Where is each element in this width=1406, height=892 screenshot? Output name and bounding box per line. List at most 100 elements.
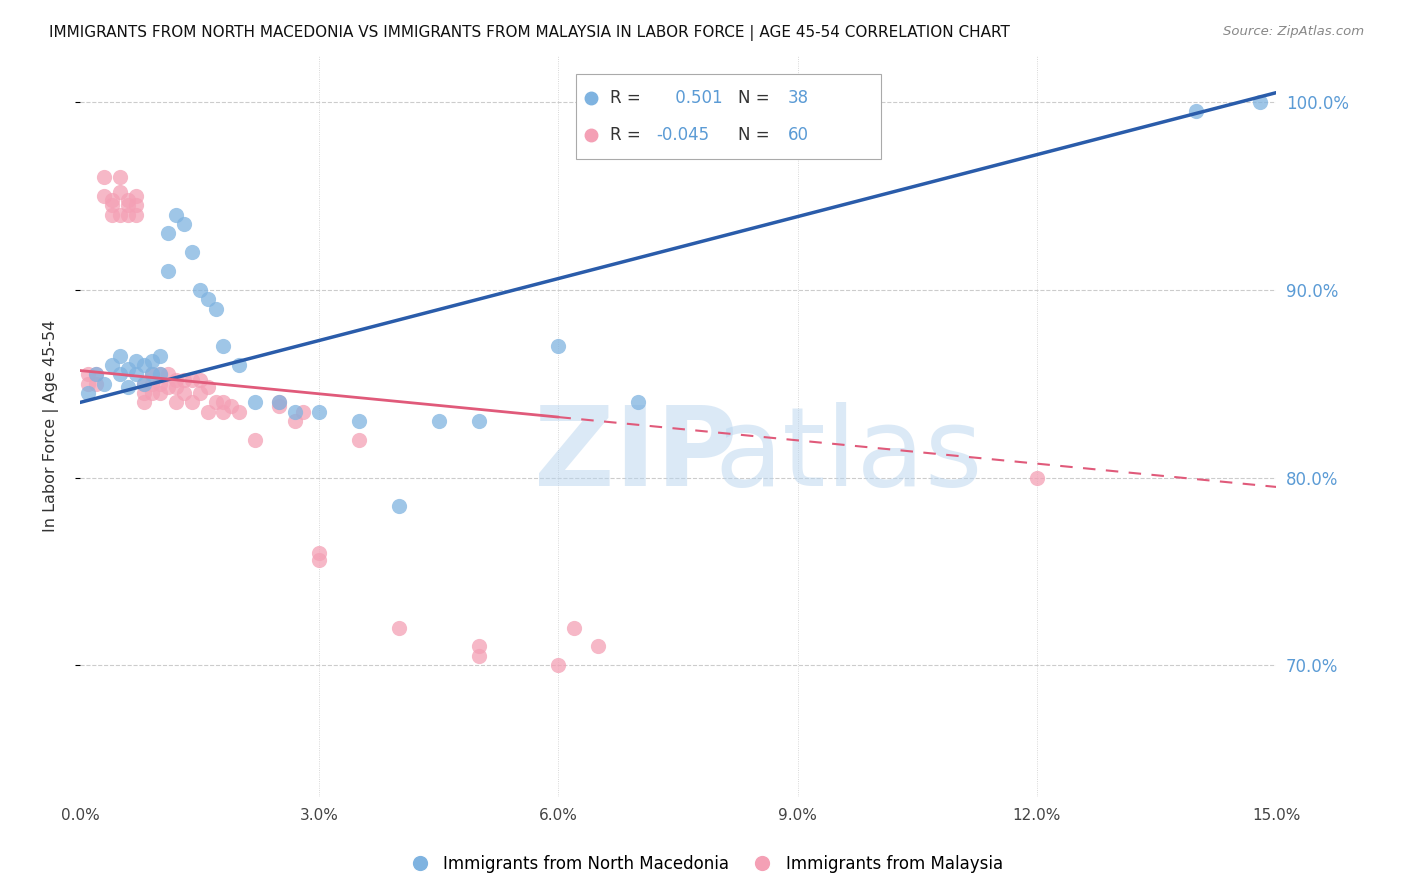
Point (132, 376, 155, 391)
Point (93, 189, 115, 203)
Text: IMMIGRANTS FROM NORTH MACEDONIA VS IMMIGRANTS FROM MALAYSIA IN LABOR FORCE | AGE: IMMIGRANTS FROM NORTH MACEDONIA VS IMMIG… (49, 25, 1010, 41)
Text: N =: N = (738, 88, 775, 106)
Point (245, 395, 267, 409)
Point (141, 368, 163, 382)
Point (77, 386, 100, 401)
Point (141, 368, 163, 382)
Point (627, 395, 650, 409)
Point (125, 368, 148, 382)
Point (269, 395, 291, 409)
Text: atlas: atlas (714, 402, 983, 509)
Text: 0.501: 0.501 (669, 88, 723, 106)
Point (125, 189, 148, 203)
Point (101, 208, 124, 222)
Text: R =: R = (610, 126, 645, 145)
Point (228, 358, 250, 372)
Y-axis label: In Labor Force | Age 45-54: In Labor Force | Age 45-54 (44, 320, 59, 532)
Point (149, 368, 172, 382)
Point (108, 368, 131, 382)
Point (101, 198, 124, 212)
Point (132, 376, 155, 391)
Point (77, 376, 100, 391)
Point (125, 208, 148, 222)
Legend: Immigrants from North Macedonia, Immigrants from Malaysia: Immigrants from North Macedonia, Immigra… (396, 848, 1010, 880)
Point (588, 640, 610, 654)
Point (132, 358, 155, 372)
Point (173, 217, 195, 231)
Point (108, 349, 131, 363)
Point (467, 414, 489, 428)
Point (77, 368, 100, 382)
Point (108, 208, 131, 222)
Text: N =: N = (738, 126, 775, 145)
Point (173, 386, 195, 401)
Point (564, 621, 586, 635)
Point (132, 386, 155, 401)
Point (149, 368, 172, 382)
Text: ZIP: ZIP (534, 402, 738, 509)
Point (221, 399, 243, 413)
Point (149, 376, 172, 391)
Point (427, 414, 450, 428)
Point (1025, 470, 1047, 484)
Point (101, 193, 124, 207)
Point (101, 358, 124, 372)
Point (108, 170, 131, 185)
Point (188, 373, 211, 387)
Text: R =: R = (610, 88, 645, 106)
Point (108, 185, 131, 199)
Point (173, 373, 195, 387)
Point (188, 283, 211, 297)
Point (547, 339, 569, 353)
Point (245, 433, 267, 447)
Point (180, 245, 202, 260)
Point (467, 648, 489, 663)
Point (149, 349, 172, 363)
Point (284, 414, 307, 428)
Point (156, 264, 179, 278)
Point (165, 395, 187, 409)
Point (228, 405, 250, 419)
Point (197, 405, 219, 419)
Point (347, 433, 370, 447)
Point (292, 405, 315, 419)
Point (117, 361, 139, 376)
Point (1249, 95, 1271, 109)
Point (141, 354, 163, 368)
Text: Source: ZipAtlas.com: Source: ZipAtlas.com (1223, 25, 1364, 38)
Point (308, 553, 330, 567)
Point (125, 354, 148, 368)
Point (156, 380, 179, 394)
Point (156, 227, 179, 241)
Point (1185, 104, 1208, 119)
Point (132, 395, 155, 409)
Point (149, 386, 172, 401)
Point (347, 414, 370, 428)
Point (125, 198, 148, 212)
FancyBboxPatch shape (576, 74, 882, 159)
Point (284, 405, 307, 419)
Point (93, 170, 115, 185)
Text: -0.045: -0.045 (657, 126, 710, 145)
Point (388, 621, 411, 635)
Point (308, 546, 330, 560)
Point (117, 198, 139, 212)
Point (180, 373, 202, 387)
Point (141, 386, 163, 401)
Point (117, 193, 139, 207)
Point (197, 380, 219, 394)
Point (212, 395, 235, 409)
Text: 38: 38 (789, 88, 810, 106)
Point (165, 373, 187, 387)
Point (93, 376, 115, 391)
Point (467, 640, 489, 654)
Point (84, 368, 107, 382)
Point (117, 208, 139, 222)
Point (117, 380, 139, 394)
Point (269, 395, 291, 409)
Point (388, 499, 411, 513)
Text: 60: 60 (789, 126, 808, 145)
Point (269, 399, 291, 413)
Point (212, 405, 235, 419)
Point (212, 339, 235, 353)
